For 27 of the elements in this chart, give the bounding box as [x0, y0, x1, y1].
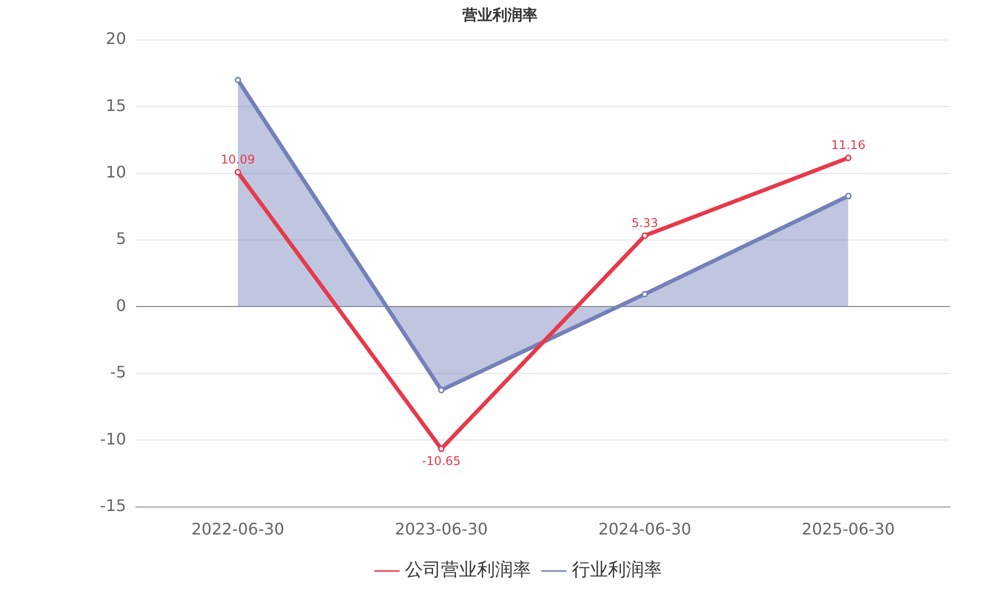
data-label: 5.33 [631, 216, 658, 230]
y-tick-label: -15 [100, 496, 126, 515]
y-tick-label: 5 [116, 229, 126, 248]
y-tick-label: 10 [106, 162, 126, 182]
y-tick-label: -10 [100, 429, 126, 448]
chart-title: 营业利润率 [462, 6, 538, 25]
x-tick-label: 2023-06-30 [394, 520, 488, 539]
y-tick-label: 15 [106, 96, 126, 115]
y-tick-label: 20 [106, 29, 126, 48]
data-label: 11.16 [831, 138, 866, 152]
point [234, 76, 242, 84]
y-tick-label: -5 [110, 362, 126, 382]
point [845, 192, 852, 200]
point [438, 446, 445, 452]
legend-label: 行业利润率 [572, 560, 662, 581]
x-tick-label: 2025-06-30 [802, 520, 895, 539]
x-tick-label: 2024-06-30 [598, 520, 692, 539]
data-label: 10.09 [220, 152, 256, 166]
data-label: -10.65 [422, 454, 461, 468]
point [438, 386, 445, 394]
x-tick-label: 2022-06-30 [191, 520, 284, 539]
point [642, 290, 648, 298]
point [642, 232, 648, 239]
legend-label: 公司营业利润率 [405, 560, 531, 581]
point [845, 154, 852, 162]
point [234, 168, 242, 176]
y-tick-label: 0 [116, 296, 126, 315]
